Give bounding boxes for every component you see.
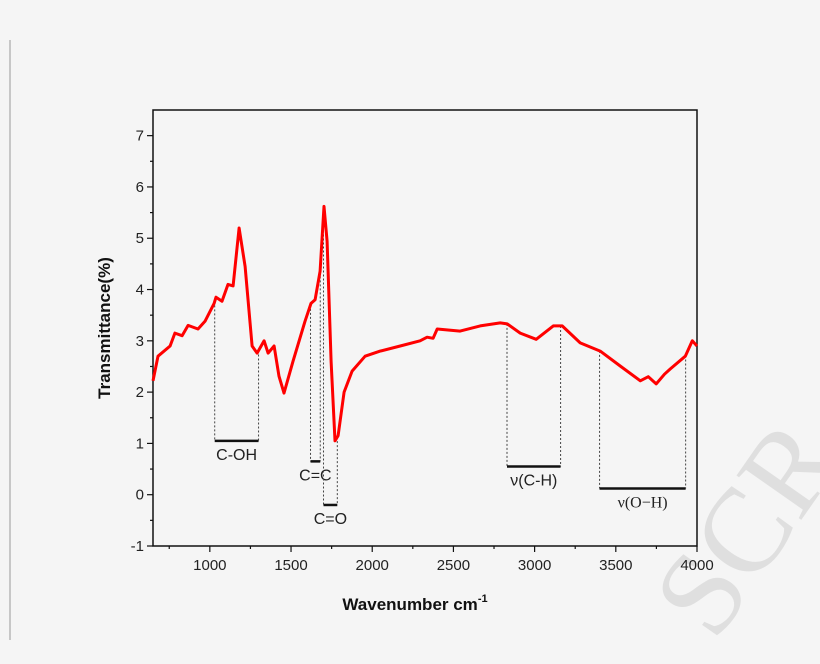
x-tick-label: 3500 bbox=[599, 557, 632, 574]
watermark: SCR bbox=[627, 396, 820, 658]
annotation-label: C-OH bbox=[216, 447, 257, 464]
y-tick-label: 7 bbox=[136, 128, 144, 145]
x-axis-title-sup: -1 bbox=[478, 593, 488, 605]
annotation-label: ν(C-H) bbox=[510, 472, 557, 489]
annotation-3: C=O bbox=[314, 214, 347, 528]
y-tick-label: 0 bbox=[136, 487, 144, 504]
plot-frame bbox=[152, 109, 698, 547]
annotation-1: C-OH bbox=[214, 301, 260, 464]
annotation-label: C=C bbox=[299, 467, 331, 484]
y-tick-label: 3 bbox=[136, 333, 144, 350]
x-axis-title-main: Wavenumber cm bbox=[342, 595, 477, 614]
spectrum-line bbox=[151, 204, 699, 443]
y-tick-label: 1 bbox=[136, 435, 144, 452]
y-tick-label: -1 bbox=[131, 538, 144, 555]
x-tick-label: 4000 bbox=[680, 557, 713, 574]
y-tick-label: 2 bbox=[136, 384, 144, 401]
y-tick-label: 4 bbox=[136, 282, 144, 299]
annotation-label: C=O bbox=[314, 511, 347, 528]
x-axis-title: Wavenumber cm-1 bbox=[342, 593, 487, 614]
y-axis-title: Transmittance(%) bbox=[95, 257, 114, 399]
x-tick-label: 2500 bbox=[437, 557, 470, 574]
annotation-label: ν(O−H) bbox=[618, 495, 668, 512]
x-tick-label: 1500 bbox=[274, 557, 307, 574]
x-tick-label: 3000 bbox=[518, 557, 551, 574]
annotation-5: ν(O−H) bbox=[599, 350, 687, 512]
y-tick-label: 5 bbox=[136, 230, 144, 247]
annotation-4: ν(C-H) bbox=[506, 323, 562, 489]
y-tick-label: 6 bbox=[136, 179, 144, 196]
x-tick-label: 2000 bbox=[356, 557, 389, 574]
svg-text:SCR: SCR bbox=[627, 396, 820, 658]
x-tick-label: 1000 bbox=[193, 557, 226, 574]
